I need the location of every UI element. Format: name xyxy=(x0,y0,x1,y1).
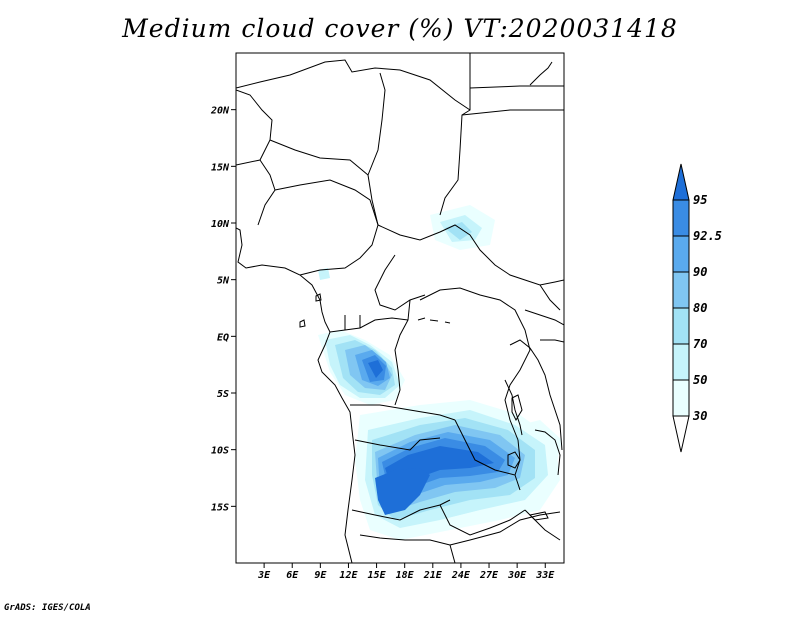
y-tick-label: 10N xyxy=(211,219,230,230)
x-tick-label: 9E xyxy=(314,570,327,581)
colorbar-box xyxy=(672,271,690,309)
map-frame xyxy=(235,52,565,564)
y-tick-label: 15S xyxy=(211,502,229,513)
grads-credit: GrADS: IGES/COLA xyxy=(4,603,91,613)
colorbar-label: 30 xyxy=(692,409,707,423)
colorbar-labels: 95 92.5 90 80 70 50 30 xyxy=(692,193,722,423)
y-tick-label: 5S xyxy=(217,389,229,400)
y-tick-label: 5N xyxy=(217,276,230,287)
y-tick-label: EQ xyxy=(217,332,229,343)
colorbar-box xyxy=(672,307,690,345)
colorbar-label: 70 xyxy=(693,337,707,351)
colorbar-bottom-arrow xyxy=(672,415,690,453)
colorbar-label: 50 xyxy=(693,373,707,387)
x-tick-label: 6E xyxy=(286,570,299,581)
x-tick-label: 15E xyxy=(368,570,387,581)
x-tick-label: 24E xyxy=(451,570,471,581)
colorbar-label: 80 xyxy=(693,301,707,315)
coastlines-and-borders xyxy=(236,53,564,563)
y-tick-label: 15N xyxy=(211,162,230,173)
colorbar-box xyxy=(672,343,690,381)
map-title: Medium cloud cover (%) VT:2020031418 xyxy=(122,14,678,43)
axis-ticks: 3E 6E 9E 12E 15E 18E 21E 24E 27E 30E 33E 20N 15N 10N 5… xyxy=(210,106,555,581)
colorbar-label: 95 xyxy=(693,193,707,207)
y-tick-label: 10S xyxy=(211,446,229,457)
x-tick-label: 27E xyxy=(479,570,499,581)
colorbar-boxes xyxy=(672,163,690,453)
y-tick-label: 20N xyxy=(210,106,230,117)
colorbar-box xyxy=(672,379,690,417)
x-tick-label: 18E xyxy=(396,570,415,581)
x-tick-label: 30E xyxy=(507,570,527,581)
colorbar-label: 90 xyxy=(693,265,707,279)
cloud-level-95 xyxy=(368,360,494,515)
x-tick-label: 21E xyxy=(423,570,443,581)
colorbar-label: 92.5 xyxy=(693,229,722,243)
cloud-cover-shading xyxy=(318,205,562,540)
colorbar: 95 92.5 90 80 70 50 30 xyxy=(672,163,722,453)
colorbar-top-arrow xyxy=(672,163,690,201)
x-tick-label: 12E xyxy=(339,570,358,581)
map-panel: 3E 6E 9E 12E 15E 18E 21E 24E 27E 30E 33E 20N 15N 10N 5… xyxy=(210,52,565,581)
colorbar-box xyxy=(672,235,690,273)
x-tick-label: 33E xyxy=(535,570,555,581)
colorbar-box xyxy=(672,199,690,237)
x-tick-label: 3E xyxy=(257,570,271,581)
